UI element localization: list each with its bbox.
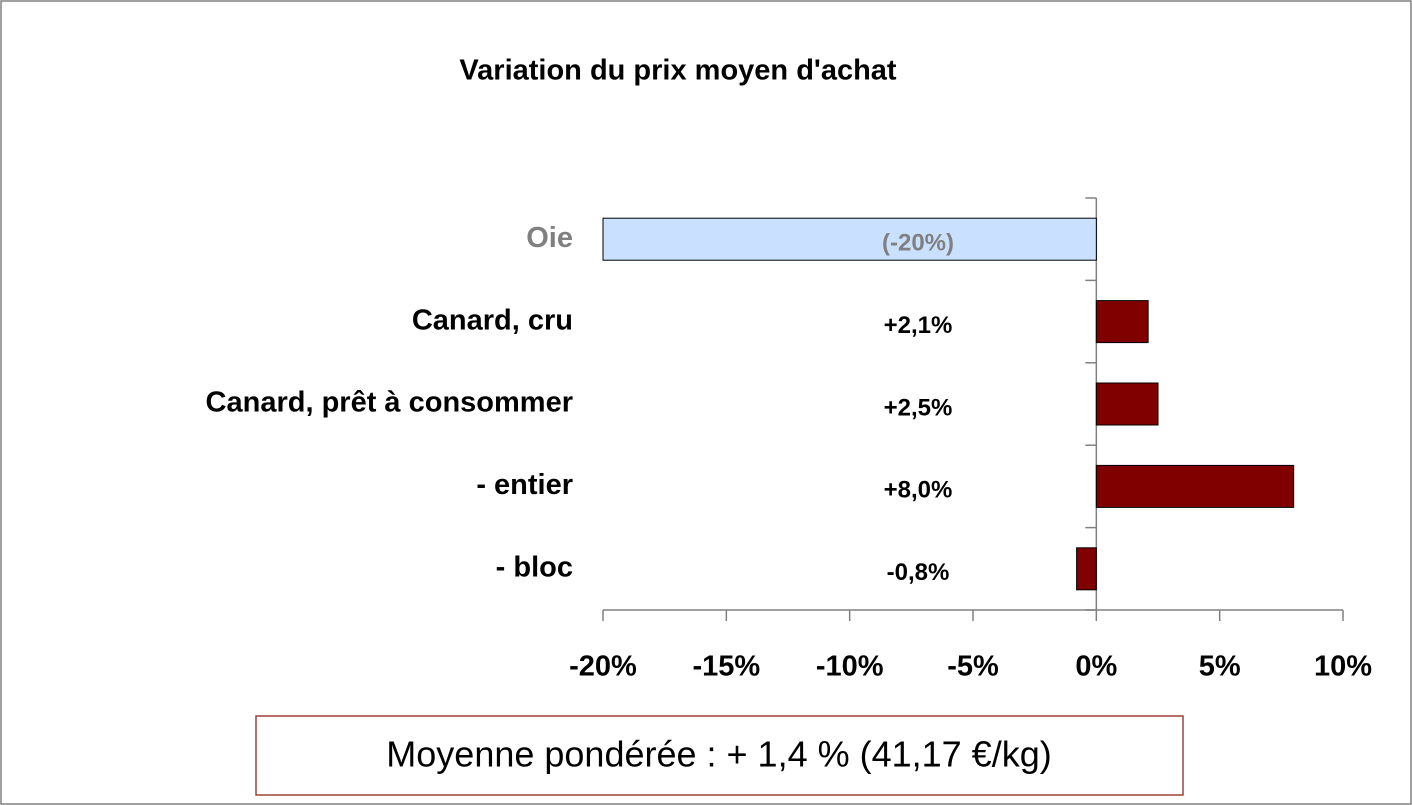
category-label: Canard, cru	[412, 304, 573, 336]
category-label: - bloc	[496, 551, 573, 583]
bar	[1095, 464, 1295, 508]
x-tick-label: -15%	[692, 651, 760, 683]
value-label: (-20%)	[882, 230, 954, 257]
x-tick-label: 10%	[1314, 651, 1372, 683]
x-tick-label: -10%	[816, 651, 884, 683]
category-label: Oie	[526, 222, 573, 254]
value-label: +2,5%	[884, 394, 953, 421]
value-label: -0,8%	[887, 559, 950, 586]
annotation: Moyenne pondérée : + 1,4 % (41,17 €/kg)	[386, 734, 1051, 775]
chart-title: Variation du prix moyen d'achat	[459, 55, 897, 87]
x-tick-label: 5%	[1199, 651, 1241, 683]
value-label: +8,0%	[884, 477, 953, 504]
value-label: +2,1%	[884, 312, 953, 339]
bar	[1095, 300, 1149, 344]
annotation-box	[255, 715, 1184, 796]
x-tick-label: 0%	[1075, 651, 1117, 683]
category-label: - entier	[476, 469, 573, 501]
bar	[1076, 547, 1097, 591]
bar	[1095, 382, 1159, 426]
bar	[602, 217, 1097, 261]
x-tick-label: -5%	[947, 651, 999, 683]
x-tick-label: -20%	[569, 651, 637, 683]
category-label: Canard, prêt à consommer	[206, 387, 573, 419]
